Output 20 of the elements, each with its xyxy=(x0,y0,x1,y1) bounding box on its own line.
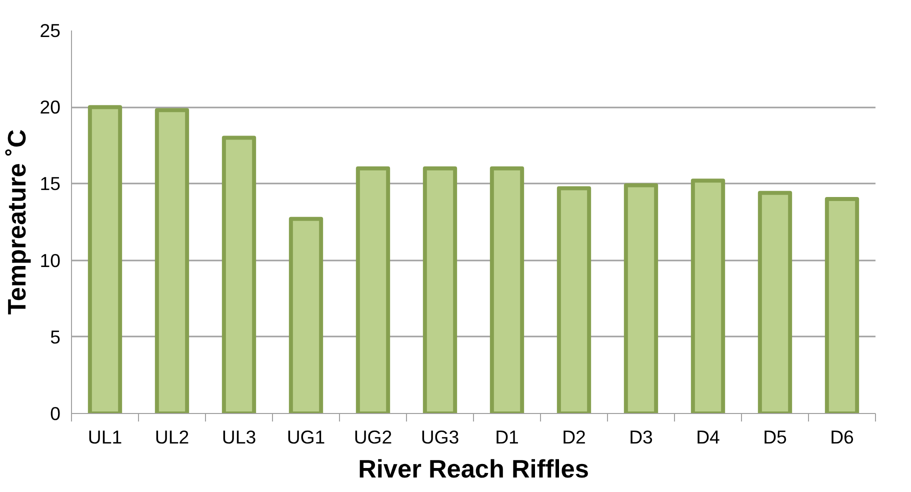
y-tick-label: 20 xyxy=(40,96,61,118)
y-tick-label: 10 xyxy=(40,250,61,271)
x-tick-label: D1 xyxy=(495,426,519,448)
y-tick-label: 0 xyxy=(50,403,61,424)
y-tick-label: 25 xyxy=(40,20,61,41)
y-tick-label: 5 xyxy=(50,326,61,348)
x-tick-label: D2 xyxy=(562,426,586,448)
x-tick-label: UG3 xyxy=(420,426,460,448)
x-tick-label: UG1 xyxy=(286,426,326,448)
x-tick-label: UG2 xyxy=(354,426,392,448)
x-tick-label: UL2 xyxy=(154,426,190,448)
y-axis-title: Tempreature ˚C xyxy=(4,129,32,315)
x-axis-title: River Reach Riffles xyxy=(358,456,589,484)
x-tick-label: D4 xyxy=(696,426,720,448)
y-tick-label: 15 xyxy=(40,173,61,194)
x-tick-label: UL3 xyxy=(222,426,256,448)
x-tick-label: D5 xyxy=(763,426,787,448)
x-tick-label: D3 xyxy=(629,426,653,448)
x-tick-label: D6 xyxy=(830,426,854,448)
x-tick-label: UL1 xyxy=(88,426,122,448)
